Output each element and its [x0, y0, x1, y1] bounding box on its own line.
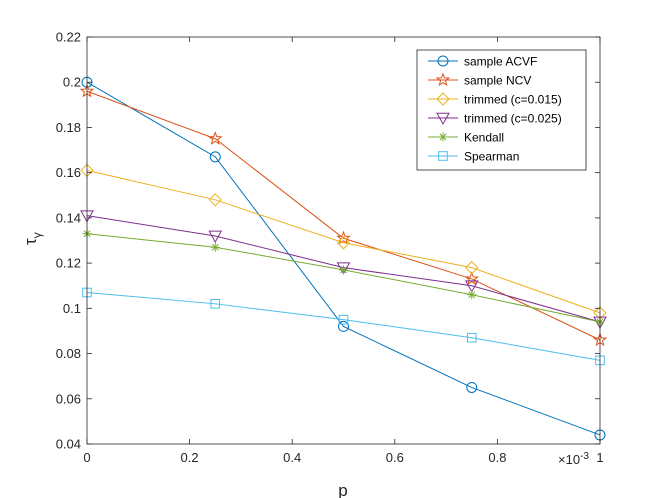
legend-item-spearman: Spearman — [428, 149, 519, 163]
data-point-sample-acvf — [209, 151, 221, 163]
data-point-spearman — [338, 314, 349, 325]
axes-box — [86, 36, 601, 445]
y-tick-label: 0.04 — [56, 437, 81, 452]
data-point-kendall-stroke-d2 — [211, 243, 219, 251]
legend-marker-sample-ncv-shape — [435, 72, 451, 87]
y-tick-label: 0.1 — [63, 301, 81, 316]
y-tick-label: 0.22 — [56, 30, 81, 45]
legend-item-sample-acvf: sample ACVF — [428, 54, 537, 68]
y-tick-label: 0.08 — [56, 346, 81, 361]
y-tick-label: 0.12 — [56, 256, 81, 271]
legend-label-trimmed-c-0-025: trimmed (c=0.025) — [464, 111, 562, 125]
series-layer — [79, 76, 608, 441]
legend-items: sample ACVF sample NCV trimmed (c=0.015) tr… — [428, 54, 562, 163]
series-line-spearman — [86, 292, 601, 361]
legend-box — [416, 49, 587, 171]
data-point-trimmed-c-0-015-shape — [465, 260, 479, 275]
legend-marker-spearman-shape — [438, 151, 448, 161]
ticks-layer: 0 0.2 0.4 0.6 0.8 1 0.04 0.06 0.08 0.1 0.12 0.14 0.1… — [56, 30, 604, 466]
data-point-spearman-shape — [210, 299, 221, 309]
data-point-sample-ncv-shape — [464, 271, 480, 286]
data-point-trimmed-c-0-025 — [208, 230, 223, 244]
legend-item-trimmed-c-0-025: trimmed (c=0.025) — [428, 111, 562, 125]
data-point-spearman-shape — [466, 332, 477, 343]
legend-marker-trimmed-c-0-025-shape — [436, 112, 450, 126]
y-tick-label: 0.18 — [56, 120, 81, 135]
series-line-sample-acvf — [86, 81, 601, 436]
x-tick-label: 0.6 — [386, 450, 404, 465]
data-point-sample-acvf-shape — [466, 381, 478, 393]
series-sample-ncv — [79, 83, 608, 347]
x-tick-label: 0.4 — [283, 450, 301, 465]
legend-item-trimmed-c-0-015: trimmed (c=0.015) — [428, 92, 562, 106]
x-axis-exponent-base: ×10 — [558, 452, 580, 467]
legend-label-kendall: Kendall — [464, 130, 504, 144]
x-tick-label: 0 — [83, 450, 90, 465]
legend-marker-sample-ncv — [435, 72, 451, 87]
data-point-kendall-stroke-d2 — [339, 266, 348, 274]
legend-marker-trimmed-c-0-015 — [436, 92, 450, 106]
data-point-trimmed-c-0-015 — [465, 260, 479, 275]
data-point-kendall-stroke-d2 — [468, 291, 476, 299]
data-point-sample-acvf — [466, 381, 478, 393]
data-point-spearman — [466, 332, 477, 343]
data-point-sample-ncv — [336, 230, 351, 245]
series-line-trimmed-c-0-015 — [86, 169, 601, 314]
data-point-trimmed-c-0-025 — [336, 262, 351, 275]
x-tick-label: 1 — [596, 450, 603, 465]
x-axis-label: p — [338, 481, 347, 498]
x-axis-exponent-power: -3 — [580, 451, 589, 462]
y-tick-label: 0.2 — [63, 75, 81, 90]
y-tick-label: 0.16 — [56, 165, 81, 180]
legend-marker-spearman — [438, 151, 448, 161]
data-point-trimmed-c-0-015 — [208, 193, 222, 207]
data-point-kendall — [339, 265, 348, 275]
legend-label-sample-ncv: sample NCV — [464, 73, 531, 87]
y-axis-label-base: τ — [21, 238, 40, 245]
legend-marker-trimmed-c-0-025 — [436, 112, 450, 126]
x-tick-label: 0.8 — [488, 450, 506, 465]
data-point-spearman-shape — [338, 314, 349, 325]
legend-label-sample-acvf: sample ACVF — [464, 54, 537, 68]
legend-marker-kendall-stroke-d2 — [439, 133, 447, 141]
y-axis-label-subscript: γ — [30, 232, 44, 238]
legend-item-sample-ncv: sample NCV — [428, 72, 531, 87]
legend-marker-kendall — [438, 132, 448, 142]
data-point-kendall — [467, 290, 477, 300]
y-tick-label: 0.06 — [56, 391, 81, 406]
legend-label-spearman: Spearman — [464, 149, 519, 163]
data-point-trimmed-c-0-025-shape — [464, 280, 479, 293]
data-point-sample-acvf-shape — [209, 151, 221, 163]
data-point-trimmed-c-0-025-shape — [336, 262, 351, 275]
data-point-spearman — [210, 299, 221, 309]
series-trimmed-c-0-015 — [80, 163, 607, 320]
data-point-sample-ncv-shape — [207, 131, 223, 145]
data-point-kendall — [210, 242, 220, 252]
data-point-sample-ncv — [207, 131, 223, 145]
data-point-trimmed-c-0-015 — [336, 236, 351, 250]
series-line-sample-ncv — [86, 90, 601, 341]
x-axis-exponent: ×10-3 — [558, 451, 589, 467]
data-point-trimmed-c-0-025 — [464, 280, 479, 293]
data-point-trimmed-c-0-025-shape — [208, 230, 223, 244]
legend-label-trimmed-c-0-015: trimmed (c=0.015) — [464, 92, 562, 106]
data-point-trimmed-c-0-015-shape — [336, 236, 351, 250]
legend-marker-sample-acvf — [437, 55, 449, 67]
legend: sample ACVF sample NCV trimmed (c=0.015) tr… — [416, 49, 587, 171]
x-tick-label: 0.2 — [181, 450, 199, 465]
y-tick-label: 0.14 — [56, 210, 81, 225]
legend-item-kendall: Kendall — [428, 130, 504, 144]
legend-marker-trimmed-c-0-015-shape — [436, 92, 450, 106]
data-point-sample-ncv-shape — [336, 230, 351, 245]
data-point-trimmed-c-0-015-shape — [208, 193, 222, 207]
data-point-sample-acvf — [338, 320, 349, 332]
legend-marker-sample-acvf-shape — [437, 55, 449, 67]
y-axis-label: τγ — [21, 232, 44, 245]
data-point-sample-ncv — [464, 271, 480, 286]
data-point-sample-acvf-shape — [338, 320, 349, 332]
